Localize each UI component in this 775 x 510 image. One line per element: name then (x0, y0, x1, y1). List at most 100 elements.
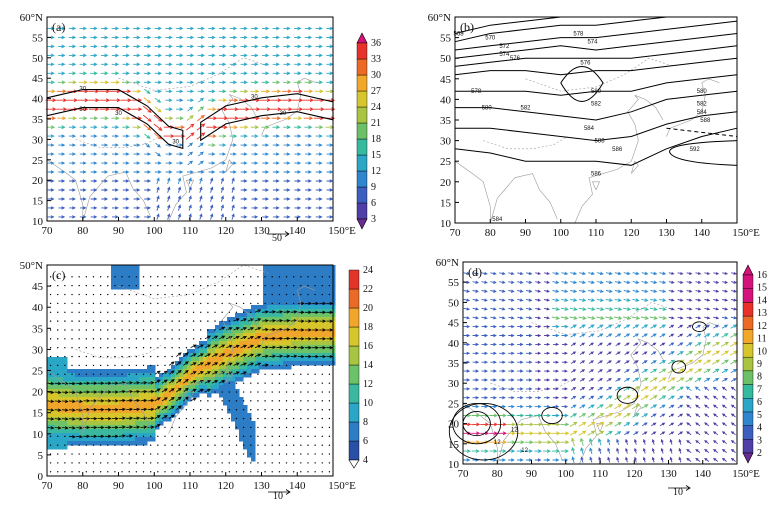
wind-vector (658, 368, 667, 374)
moisture-cell (139, 417, 144, 422)
wind-vector (58, 44, 66, 49)
wind-vector (552, 404, 560, 409)
moisture-cell (91, 429, 96, 434)
moisture-cell (115, 281, 120, 286)
wind-vector (315, 62, 323, 67)
moisture-cell (311, 277, 316, 282)
wind-vector (69, 179, 76, 183)
moisture-cell (239, 329, 244, 334)
y-tick-label: 25 (32, 366, 44, 378)
moisture-cell (251, 349, 256, 354)
weak-vector (292, 453, 295, 455)
weak-vector (178, 462, 180, 464)
wind-vector (499, 316, 506, 320)
y-tick-label: 45 (448, 318, 460, 330)
wind-vector (283, 215, 291, 219)
moisture-cell (151, 405, 156, 410)
wind-vector (326, 170, 334, 174)
geopotential-contour (666, 127, 738, 137)
moisture-cell (63, 421, 68, 426)
weak-vector (328, 417, 331, 420)
moisture-cell (191, 385, 196, 390)
moisture-cell (71, 433, 76, 438)
wind-vector (240, 371, 248, 375)
wind-vector (79, 125, 87, 130)
wind-vector (499, 351, 506, 355)
moisture-cell (243, 425, 248, 430)
wind-vector (144, 188, 152, 192)
wind-vector (240, 344, 248, 349)
moisture-cell (239, 413, 244, 418)
wind-vector (176, 361, 182, 366)
wind-vector (233, 318, 240, 322)
wind-vector (68, 35, 77, 40)
moisture-cell (263, 265, 268, 270)
moisture-cell (275, 341, 280, 346)
moisture-cell (191, 361, 196, 366)
wind-vector (625, 438, 629, 445)
weak-vector (171, 355, 173, 358)
moisture-cell (279, 293, 284, 298)
moisture-cell (135, 381, 140, 386)
wind-vector (685, 395, 692, 400)
wind-vector (551, 431, 561, 436)
moisture-cell (283, 297, 288, 302)
weak-vector (57, 311, 59, 313)
wind-vector (578, 430, 587, 436)
weak-vector (250, 400, 252, 402)
weak-vector (200, 435, 202, 438)
wind-vector (614, 324, 622, 329)
moisture-cell (235, 329, 240, 334)
panel-label: (a) (52, 20, 65, 34)
wind-vector (254, 309, 262, 313)
wind-vector (305, 215, 312, 219)
weak-vector (271, 364, 273, 367)
weak-vector (157, 302, 159, 305)
wind-vector (730, 413, 736, 418)
wind-vector (58, 62, 66, 67)
wind-vector (668, 422, 675, 427)
wind-vector (122, 80, 131, 85)
wind-vector (712, 333, 720, 338)
wind-vector (312, 319, 319, 323)
wind-vector (542, 440, 552, 445)
weak-vector (200, 462, 202, 464)
wind-vector (659, 298, 667, 302)
moisture-cell (191, 349, 196, 354)
moisture-cell (239, 373, 244, 378)
moisture-cell (91, 433, 96, 438)
moisture-cell (303, 297, 308, 302)
moisture-cell (235, 321, 240, 326)
weak-vector (142, 311, 145, 313)
colorbar-cap-top (356, 32, 368, 44)
moisture-cell (123, 409, 128, 414)
moisture-cell (295, 357, 300, 362)
weak-vector (128, 302, 130, 305)
wind-vector (101, 26, 109, 31)
weak-vector (121, 444, 123, 446)
wind-vector (177, 195, 182, 202)
weak-vector (135, 435, 138, 438)
moisture-cell (131, 389, 136, 394)
moisture-cell (287, 357, 292, 362)
wind-vector (112, 197, 119, 201)
wind-vector (276, 354, 284, 358)
moisture-cell (247, 357, 252, 362)
y-tick-label: 35 (440, 115, 452, 127)
wind-vector (90, 125, 98, 130)
moisture-cell (107, 405, 112, 410)
wind-vector (472, 396, 480, 400)
wind-vector (140, 381, 148, 385)
moisture-cell (263, 349, 268, 354)
wind-vector (571, 456, 575, 463)
moisture-cell (295, 277, 300, 282)
wind-vector (133, 398, 141, 403)
moisture-cell (295, 265, 300, 270)
moisture-cell (143, 369, 148, 374)
moisture-cell (315, 349, 320, 354)
moisture-cell (139, 409, 144, 414)
moisture-cell (203, 353, 208, 358)
weak-vector (64, 311, 66, 313)
wind-vector (515, 422, 525, 427)
moisture-cell (319, 333, 324, 338)
